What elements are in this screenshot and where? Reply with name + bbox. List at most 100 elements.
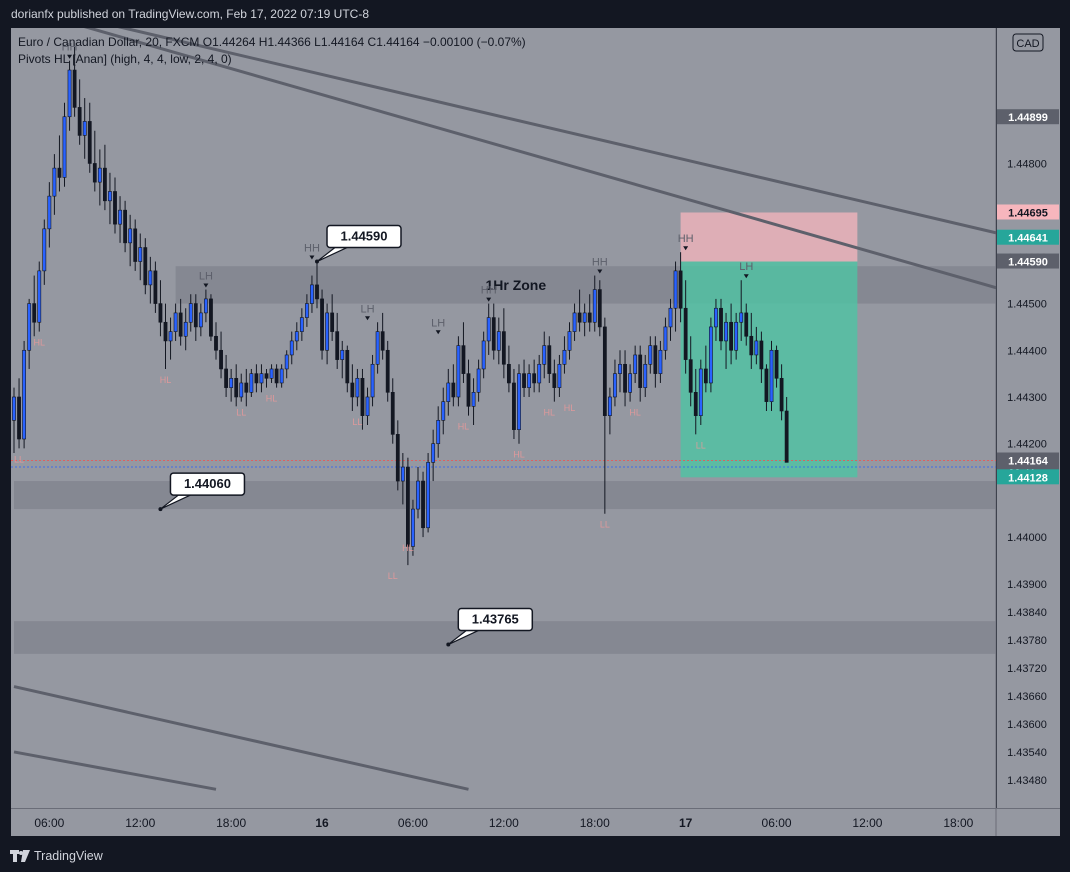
candle-body	[648, 345, 653, 365]
price-badge	[997, 229, 1059, 245]
candle-body	[198, 312, 203, 328]
price-tick-label: 1.43660	[1007, 691, 1047, 703]
candle-body	[390, 392, 395, 435]
candle-body	[17, 396, 21, 440]
candle-body	[446, 382, 451, 402]
tradingview-logo[interactable]: TradingView	[10, 849, 103, 863]
candle-body	[325, 312, 330, 351]
candle-body	[77, 107, 82, 136]
candle-body	[380, 331, 385, 351]
pivot-high-marker	[365, 316, 370, 321]
time-tick-label: 06:00	[762, 816, 792, 830]
pivot-high-label: HH	[304, 243, 320, 255]
candle-body	[27, 303, 32, 351]
candle-body	[517, 373, 521, 430]
candle-body	[749, 335, 754, 356]
candle-body	[224, 368, 229, 388]
candle-body	[719, 307, 723, 342]
candle-body	[587, 312, 592, 323]
candle-body	[698, 368, 703, 416]
currency-button[interactable]: CAD	[1012, 33, 1044, 52]
candle-body	[269, 368, 274, 379]
time-tick-label: 12:00	[852, 816, 882, 830]
price-badge-value: 1.44128	[1008, 472, 1048, 484]
pivot-low-label: LL	[388, 571, 398, 581]
support-resistance-zone	[175, 266, 996, 304]
trendline	[117, 28, 996, 235]
candle-body	[370, 363, 375, 398]
candle-body	[456, 345, 461, 398]
candle-body	[708, 326, 713, 384]
candle-body	[320, 298, 324, 351]
candle-body	[688, 359, 693, 393]
candle-body	[663, 326, 668, 351]
price-tick-label: 1.43780	[1007, 635, 1047, 647]
candle-body	[375, 331, 380, 365]
candle-body	[385, 349, 390, 393]
stop-loss-zone	[680, 212, 858, 262]
price-tick-label: 1.44500	[1007, 299, 1047, 311]
time-tick-label: 16	[315, 816, 329, 830]
candle-body	[461, 345, 466, 374]
candle-body	[229, 377, 234, 388]
pivot-high-marker	[743, 274, 749, 279]
price-badge-value: 1.44695	[1008, 207, 1048, 219]
candle-body	[335, 331, 340, 360]
candle-body	[204, 298, 208, 314]
candle-body	[47, 195, 52, 230]
currency-button-label: CAD	[1016, 38, 1039, 50]
candle-body	[168, 331, 173, 342]
time-tick-label: 06:00	[34, 816, 64, 830]
time-tick-label: 12:00	[489, 816, 519, 830]
callout-anchor	[446, 642, 451, 647]
price-tick-label: 1.44400	[1007, 345, 1047, 357]
candle-body	[249, 373, 254, 393]
candle-body	[279, 368, 284, 384]
candle-body	[395, 434, 400, 482]
candle-body	[310, 284, 314, 304]
candle-body	[774, 349, 779, 379]
candle-body	[244, 382, 249, 393]
candle-body	[486, 317, 491, 342]
candle-body	[37, 270, 42, 323]
pivot-high-label: LH	[431, 317, 445, 329]
candle-body	[441, 401, 446, 421]
candle-body	[72, 69, 77, 108]
candle-body	[693, 392, 698, 416]
candle-body	[557, 363, 562, 388]
candle-body	[219, 349, 223, 370]
price-badge	[997, 204, 1059, 220]
candle-body	[512, 382, 516, 430]
pivot-low-label: HL	[629, 408, 641, 418]
candle-body	[299, 317, 304, 332]
price-badge	[997, 253, 1059, 269]
zone-label: 1Hr Zone	[485, 277, 546, 293]
price-tick-label: 1.43540	[1007, 747, 1047, 759]
candle-body	[592, 289, 597, 323]
candle-body	[506, 363, 511, 384]
callout-text: 1.44060	[184, 476, 231, 491]
candle-body	[128, 228, 133, 244]
pivot-high-label: LH	[199, 271, 213, 283]
candle-body	[673, 270, 678, 309]
candle-body	[304, 303, 309, 318]
candle-body	[148, 270, 153, 286]
candle-body	[618, 363, 622, 374]
candle-body	[183, 321, 188, 337]
candle-body	[597, 289, 602, 328]
candle-body	[12, 396, 16, 421]
candle-body	[118, 209, 122, 225]
candle-body	[22, 349, 27, 440]
candle-body	[289, 340, 294, 356]
candle-body	[623, 363, 627, 393]
price-tick-label: 1.44800	[1007, 158, 1047, 170]
plot-layer: 1Hr ZoneHHLHHHLHLHHHHHHHLHLLHLHLLLHLLLLL…	[11, 28, 996, 791]
time-tick-label: 18:00	[580, 816, 610, 830]
price-badge-value: 1.44899	[1008, 112, 1048, 124]
callout-anchor	[158, 507, 163, 512]
candle-body	[552, 373, 557, 388]
candle-body	[163, 321, 168, 342]
price-tick-label: 1.44300	[1007, 392, 1047, 404]
publisher-text: dorianfx published on TradingView.com, F…	[11, 7, 369, 21]
